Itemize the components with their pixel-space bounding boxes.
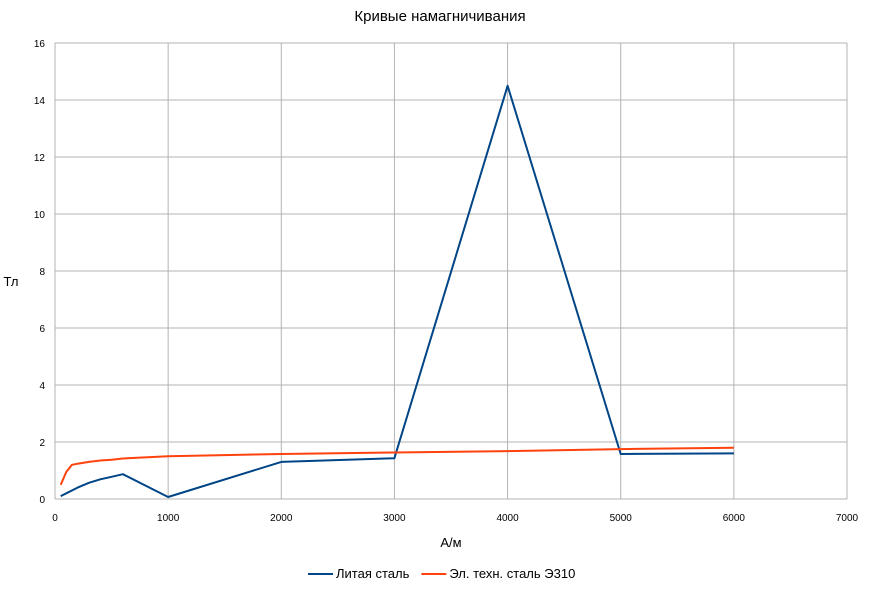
x-tick-label: 2000 [270,513,293,524]
legend-label-1: Литая сталь [336,566,410,581]
y-tick-label: 12 [34,153,46,164]
series-line-1 [60,84,734,498]
chart-title: Кривые намагничивания [354,8,525,25]
y-tick-label: 14 [34,96,46,107]
y-tick-label: 0 [39,495,45,506]
y-tick-label: 16 [34,39,46,50]
series-line-2 [59,446,734,486]
x-tick-label: 7000 [836,513,859,524]
x-tick-label: 0 [52,513,58,524]
x-tick-label: 1000 [157,513,180,524]
legend-label-2: Эл. техн. сталь Э310 [449,566,575,581]
x-tick-label: 3000 [383,513,406,524]
y-axis-label: Тл [4,274,19,289]
x-axis-label: А/м [440,535,461,550]
y-tick-label: 4 [39,381,45,392]
tick-labels: 0 1000 2000 3000 4000 5000 6000 7000 0 2 4 6 8 10 12 14… [34,39,859,524]
y-tick-label: 10 [34,210,46,221]
x-tick-label: 5000 [610,513,633,524]
legend: Литая сталь Эл. техн. сталь Э310 [308,566,575,581]
y-tick-label: 8 [39,267,45,278]
y-tick-label: 6 [39,324,45,335]
x-tick-label: 6000 [723,513,746,524]
x-tick-label: 4000 [496,513,519,524]
y-tick-label: 2 [39,438,45,449]
series-lines [59,84,734,498]
